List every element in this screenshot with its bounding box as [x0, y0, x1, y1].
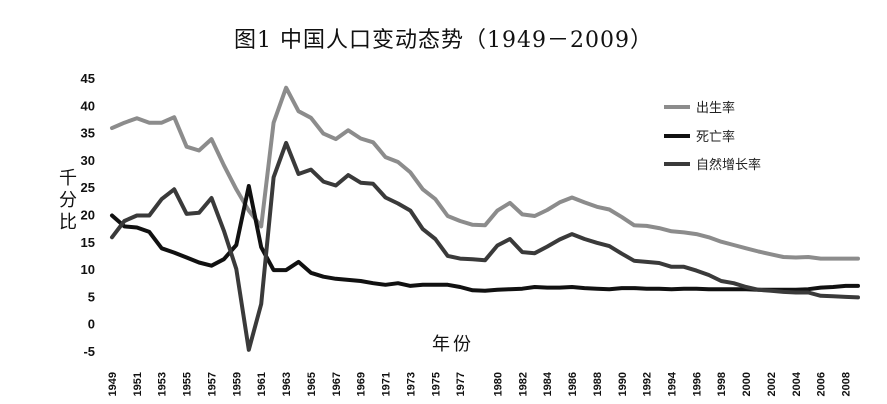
series-line-0: [110, 85, 860, 261]
x-tick-label: 1955: [182, 372, 194, 396]
y-tick-label: 20: [81, 208, 95, 223]
y-tick-label: 40: [81, 98, 95, 113]
x-tick-label: 1994: [667, 371, 679, 396]
x-tick-label: 2008: [841, 372, 853, 396]
x-tick-label: 2002: [766, 372, 778, 396]
x-tick-label: 1953: [157, 372, 169, 396]
series-line-2: [110, 140, 860, 352]
x-tick-label: 1959: [231, 372, 243, 396]
x-tick-label: 2006: [816, 372, 828, 396]
legend-label: 自然增长率: [696, 157, 761, 173]
x-tick-label: 1965: [306, 372, 318, 396]
x-tick-label: 1992: [642, 372, 654, 396]
chart-title: 图1 中国人口变动态势（1949－2009）: [234, 28, 653, 53]
legend-label: 出生率: [696, 100, 735, 116]
x-tick-label: 1980: [492, 372, 504, 396]
y-axis-label: 千分比: [59, 168, 77, 233]
x-tick-label: 1957: [206, 372, 218, 396]
y-tick-label: 0: [88, 317, 95, 332]
x-axis-label: 年份: [432, 334, 474, 355]
x-tick-label: 1977: [455, 372, 467, 396]
y-tick-label: 30: [81, 153, 95, 168]
x-tick-label: 1971: [381, 372, 393, 396]
x-tick-label: 1967: [331, 372, 343, 396]
x-tick-label: 1975: [430, 372, 442, 396]
x-tick-label: 2000: [741, 372, 753, 396]
y-tick-label: 25: [81, 180, 95, 195]
y-tick-label: -5: [83, 344, 95, 359]
x-tick-label: 1982: [517, 372, 529, 396]
x-tick-label: 1996: [691, 372, 703, 396]
x-tick-label: 1949: [107, 372, 119, 396]
x-tick-label: 1988: [592, 372, 604, 396]
y-tick-label: 5: [88, 289, 95, 304]
y-tick-label: 45: [81, 71, 95, 86]
x-tick-label: 1973: [405, 372, 417, 396]
x-tick-label: 2004: [791, 371, 803, 396]
x-tick-label: 1961: [256, 372, 268, 396]
x-tick-label: 1969: [356, 372, 368, 396]
x-tick-label: 1951: [132, 372, 144, 396]
x-tick-label: 1984: [542, 371, 554, 396]
y-tick-label: 35: [81, 126, 95, 141]
x-tick-label: 1963: [281, 372, 293, 396]
y-tick-label: 10: [81, 262, 95, 277]
x-tick-label: 1986: [567, 372, 579, 396]
series-line-1: [110, 184, 860, 293]
legend-label: 死亡率: [696, 129, 735, 145]
x-tick-label: 1990: [617, 372, 629, 396]
y-tick-label: 15: [81, 235, 95, 250]
x-tick-label: 1998: [716, 372, 728, 396]
